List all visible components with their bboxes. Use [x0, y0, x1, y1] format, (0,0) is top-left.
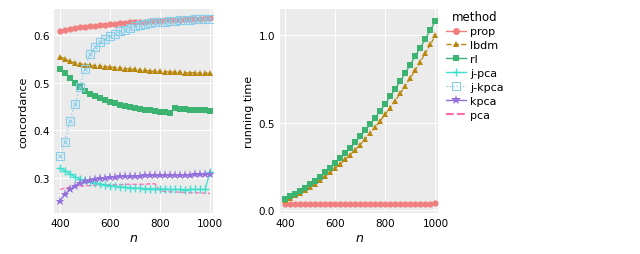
Y-axis label: running time: running time: [244, 76, 254, 148]
Y-axis label: concordance: concordance: [19, 76, 29, 147]
Legend: prop, lbdm, rl, j-pca, j-kpca, kpca, pca: prop, lbdm, rl, j-pca, j-kpca, kpca, pca: [442, 6, 509, 125]
X-axis label: n: n: [130, 231, 138, 244]
X-axis label: n: n: [355, 231, 363, 244]
